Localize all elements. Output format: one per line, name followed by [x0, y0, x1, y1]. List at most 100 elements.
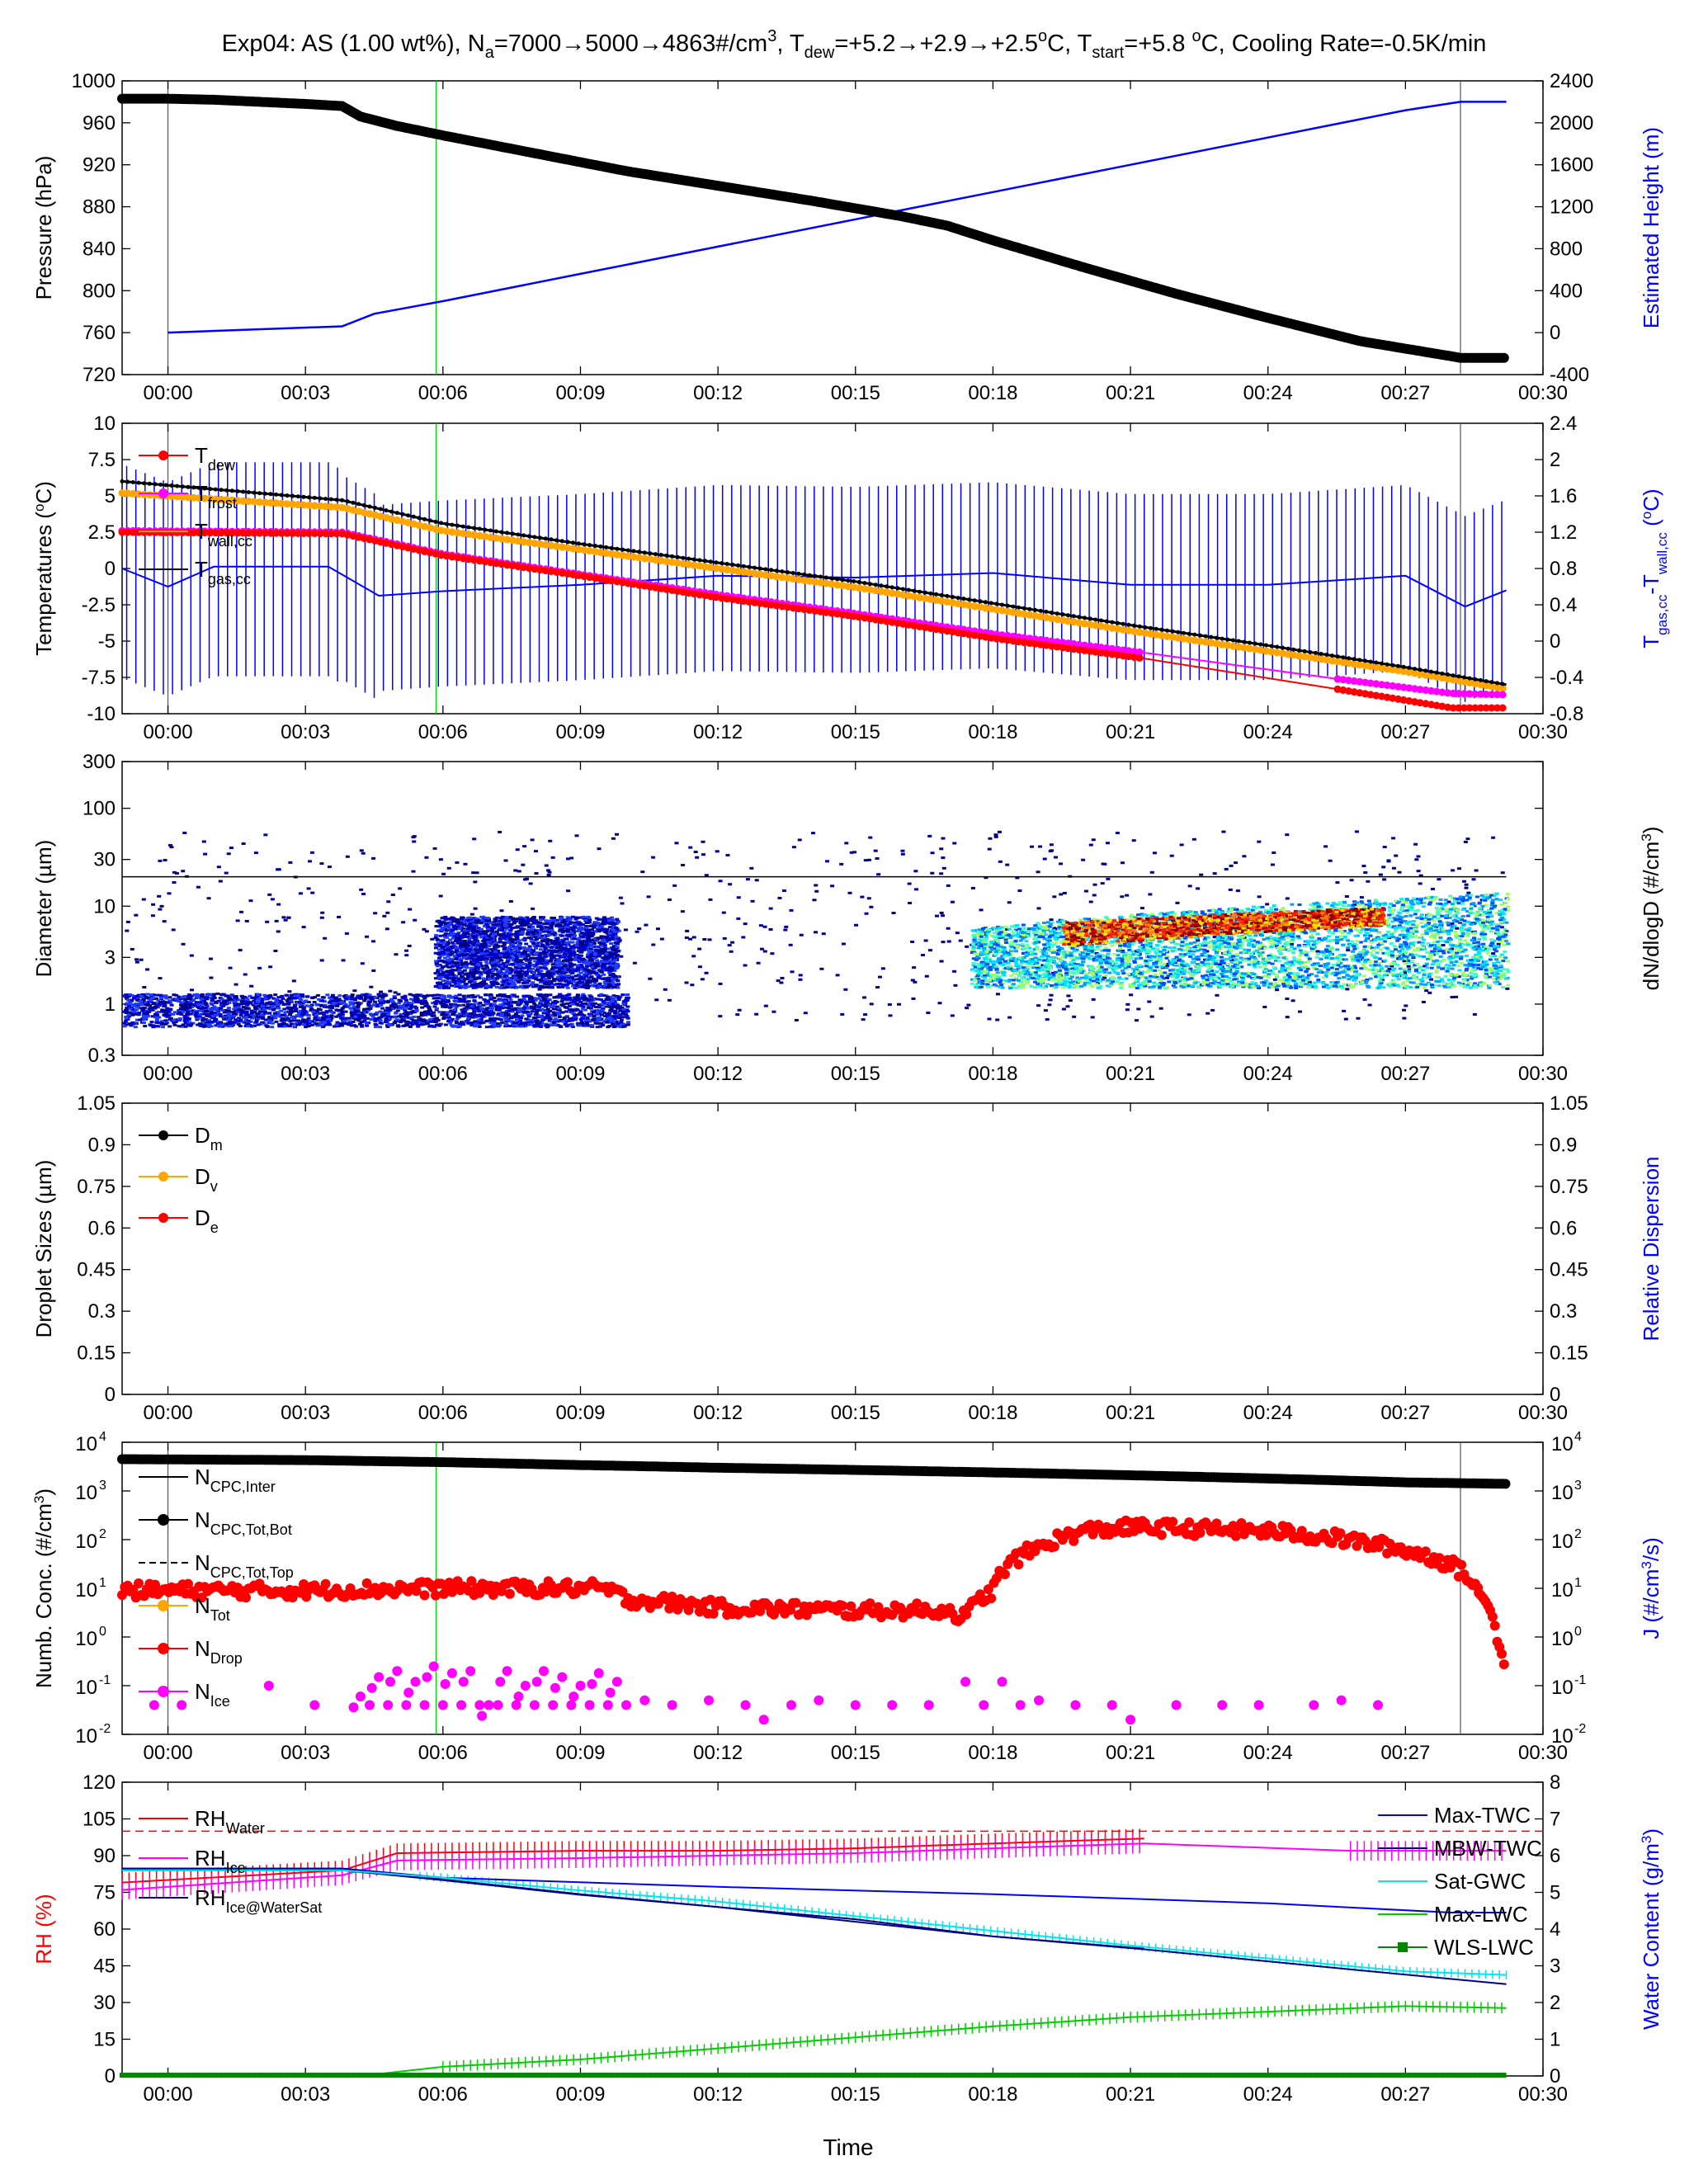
heatmap-cell: [428, 1017, 433, 1021]
heatmap-cell: [844, 842, 849, 845]
heatmap-cell: [280, 994, 285, 998]
heatmap-cell: [130, 1021, 135, 1024]
heatmap-cell: [344, 932, 349, 935]
heatmap-cell: [268, 965, 273, 969]
heatmap-cell: [515, 848, 520, 851]
heatmap-cell: [1462, 880, 1467, 883]
heatmap-cell: [484, 993, 488, 997]
heatmap-cell: [441, 1017, 446, 1020]
label-part: Diameter (µm): [31, 840, 56, 978]
heatmap-cell: [337, 998, 342, 1001]
heatmap-cell: [390, 894, 395, 897]
heatmap-cell: [254, 1019, 259, 1022]
label-part: o: [1639, 512, 1654, 519]
title-part: 3: [767, 27, 776, 45]
heatmap-cell: [614, 833, 619, 836]
pressure-point: [1498, 352, 1509, 363]
heatmap-cell: [160, 1008, 165, 1012]
heatmap-cell: [239, 910, 244, 913]
heatmap-cell: [215, 1011, 220, 1014]
heatmap-cell: [539, 1000, 544, 1003]
heatmap-cell: [238, 1002, 243, 1006]
heatmap-cell: [1500, 871, 1505, 875]
heatmap-cell: [318, 1008, 323, 1012]
heatmap-cell: [130, 947, 134, 951]
y-tick-label: 840: [83, 238, 116, 260]
heatmap-cell: [499, 1018, 504, 1021]
heatmap-cell: [502, 993, 507, 997]
heatmap-cell: [154, 997, 159, 1000]
heatmap-cell: [182, 995, 186, 998]
heatmap-cell: [267, 1012, 271, 1015]
heatmap-cell: [334, 1023, 339, 1026]
heatmap-cell: [440, 1003, 445, 1007]
heatmap-cell: [690, 984, 695, 987]
x-tick-label: 00:18: [968, 382, 1017, 404]
heatmap-cell: [143, 1025, 148, 1028]
heatmap-cell: [684, 936, 689, 939]
heatmap-cell: [700, 978, 705, 981]
heatmap-cell: [128, 993, 133, 996]
heatmap-cell: [1343, 1017, 1348, 1021]
heatmap-cell: [780, 976, 785, 979]
heatmap-cell: [203, 852, 208, 856]
heatmap-cell: [515, 1018, 520, 1021]
heatmap-cell: [304, 999, 309, 1002]
heatmap-cell: [512, 1023, 517, 1026]
heatmap-cell: [305, 995, 309, 998]
heatmap-cell: [496, 1022, 501, 1026]
y-axis-label-left: Temperatures (oC): [31, 481, 57, 656]
heatmap-cell: [756, 961, 761, 965]
heatmap-cell: [172, 1023, 177, 1026]
heatmap-cell: [1413, 842, 1418, 846]
heatmap-cell: [404, 954, 409, 957]
heatmap-cell: [708, 898, 713, 901]
heatmap-cell: [219, 1021, 223, 1024]
heatmap-cell: [1105, 842, 1110, 845]
heatmap-cell: [1344, 895, 1349, 899]
heatmap-cell: [864, 912, 869, 915]
heatmap-cell: [276, 903, 281, 906]
heatmap-cell: [1257, 895, 1262, 899]
heatmap-cell: [1149, 870, 1154, 874]
heatmap-cell: [171, 928, 176, 932]
heatmap-cell: [393, 1021, 398, 1024]
heatmap-cell: [502, 1000, 507, 1003]
heatmap-cell: [258, 1010, 262, 1013]
heatmap-cell: [1059, 893, 1064, 896]
x-tick-label: 00:03: [281, 721, 330, 743]
heatmap-cell: [941, 866, 946, 870]
heatmap-cell: [446, 866, 451, 870]
heatmap-cell: [498, 830, 502, 833]
heatmap-cell: [188, 997, 193, 1000]
heatmap-cell: [432, 847, 437, 850]
heatmap-cell: [522, 1007, 527, 1010]
heatmap-cell: [126, 1013, 131, 1017]
heatmap-cell: [1036, 870, 1040, 874]
heatmap-cell: [1062, 891, 1067, 894]
heatmap-cell: [531, 907, 536, 910]
legend-sub: wall,cc: [207, 533, 252, 550]
temperature-panel: 00:00 00:03 00:06 00:09 00:12 00:15 00:18 00:21…: [31, 413, 1670, 743]
heatmap-cell: [998, 830, 1003, 833]
heatmap-cell: [729, 950, 734, 953]
heatmap-cell: [955, 932, 960, 935]
heatmap-cell: [926, 1012, 931, 1015]
heatmap-cell: [875, 856, 880, 860]
label-part: ): [1639, 827, 1663, 834]
heatmap-cell: [395, 1009, 400, 1012]
heatmap-cell: [839, 862, 844, 866]
heatmap-cell: [432, 1025, 436, 1028]
y-tick-label-right: -400: [1550, 364, 1589, 386]
heatmap-cell: [565, 857, 570, 861]
heatmap-cell: [288, 861, 293, 864]
heatmap-cell: [329, 1011, 334, 1014]
heatmap-cell: [821, 932, 826, 936]
heatmap-cell: [378, 1021, 383, 1025]
heatmap-cell: [632, 961, 637, 965]
heatmap-cell: [134, 958, 139, 961]
heatmap-cell: [296, 1019, 301, 1022]
heatmap-cell: [507, 1014, 512, 1017]
heatmap-cell: [927, 834, 932, 837]
heatmap-cell: [198, 1001, 202, 1004]
